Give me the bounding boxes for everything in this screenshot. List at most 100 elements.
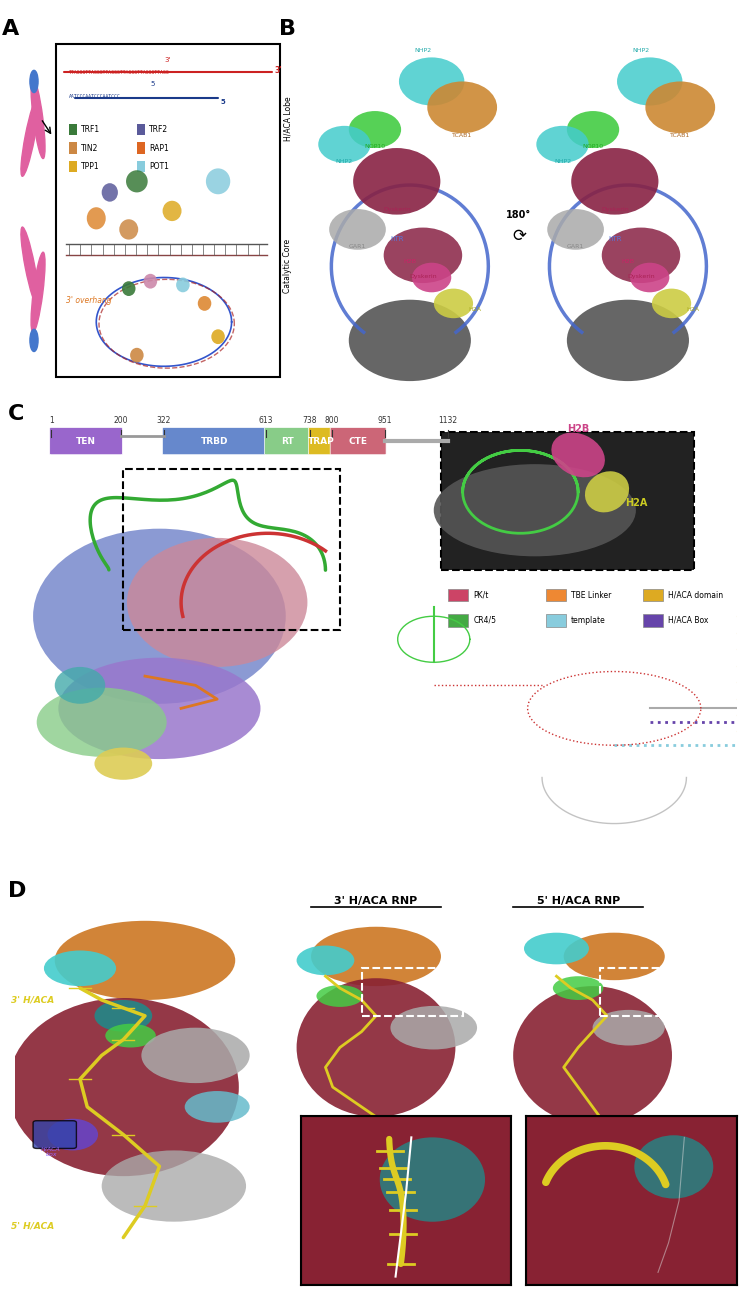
Text: CTE: CTE [349, 436, 368, 445]
Ellipse shape [33, 528, 286, 704]
Text: TCAB1: TCAB1 [452, 132, 472, 138]
Text: H2B: H2B [567, 424, 590, 434]
FancyBboxPatch shape [50, 427, 123, 454]
FancyBboxPatch shape [162, 427, 268, 454]
Text: NOP10: NOP10 [583, 144, 604, 149]
Ellipse shape [59, 658, 260, 759]
Text: TPP1: TPP1 [81, 162, 100, 171]
Text: 200: 200 [114, 415, 129, 424]
Text: 5' H/ACA RNP: 5' H/ACA RNP [536, 896, 620, 906]
Text: H2B: H2B [403, 258, 417, 263]
Ellipse shape [44, 950, 116, 986]
Ellipse shape [206, 169, 230, 195]
Text: 3' H/ACA: 3' H/ACA [11, 996, 55, 1005]
FancyBboxPatch shape [69, 143, 77, 153]
Ellipse shape [567, 300, 689, 382]
Text: Dyskerin: Dyskerin [627, 274, 655, 279]
Ellipse shape [652, 288, 691, 318]
Ellipse shape [645, 82, 715, 134]
Text: 951: 951 [378, 415, 392, 424]
Ellipse shape [30, 70, 38, 92]
FancyBboxPatch shape [441, 432, 693, 570]
Ellipse shape [434, 465, 636, 557]
Text: NHP2: NHP2 [632, 48, 650, 53]
Ellipse shape [95, 748, 152, 780]
Ellipse shape [37, 688, 167, 757]
Text: H/ACA domain: H/ACA domain [669, 591, 723, 600]
Text: RAP1: RAP1 [149, 144, 168, 153]
Ellipse shape [30, 330, 38, 352]
Text: hTR: hTR [608, 235, 622, 241]
Text: 3' overhang: 3' overhang [66, 296, 112, 305]
Text: 5: 5 [150, 82, 155, 87]
Text: TERT: TERT [410, 369, 427, 375]
Text: TRF1: TRF1 [81, 125, 101, 134]
Text: hTR: hTR [390, 235, 404, 241]
Ellipse shape [585, 471, 629, 513]
FancyBboxPatch shape [69, 125, 77, 135]
FancyBboxPatch shape [265, 427, 311, 454]
Text: H/ACA Box: H/ACA Box [669, 615, 708, 624]
Ellipse shape [105, 1024, 156, 1047]
Ellipse shape [390, 1006, 477, 1050]
Ellipse shape [162, 201, 181, 221]
Ellipse shape [102, 183, 118, 201]
Ellipse shape [127, 537, 308, 667]
Text: 1: 1 [49, 415, 53, 424]
Text: GAR1: GAR1 [567, 244, 584, 249]
Text: H/ACA Lobe: H/ACA Lobe [284, 96, 293, 140]
Ellipse shape [185, 1092, 250, 1123]
Text: Dyskerin: Dyskerin [409, 274, 437, 279]
FancyBboxPatch shape [69, 161, 77, 173]
FancyBboxPatch shape [546, 588, 566, 601]
Ellipse shape [31, 252, 45, 332]
Text: Dyskerin: Dyskerin [383, 206, 411, 212]
Ellipse shape [8, 998, 239, 1176]
Ellipse shape [176, 278, 190, 292]
Text: A: A [2, 18, 19, 39]
Text: H/ACA
box: H/ACA box [41, 1146, 61, 1158]
Ellipse shape [553, 976, 603, 999]
Ellipse shape [95, 999, 152, 1032]
Ellipse shape [317, 985, 363, 1007]
Ellipse shape [567, 112, 619, 148]
Text: TCAB1: TCAB1 [670, 132, 690, 138]
Ellipse shape [412, 262, 451, 292]
FancyBboxPatch shape [137, 125, 145, 135]
FancyBboxPatch shape [448, 588, 468, 601]
Ellipse shape [593, 1010, 665, 1045]
FancyBboxPatch shape [643, 588, 663, 601]
Ellipse shape [349, 112, 401, 148]
Text: TBE Linker: TBE Linker [571, 591, 611, 600]
Text: NHP2: NHP2 [336, 158, 353, 164]
Text: POT1: POT1 [149, 162, 169, 171]
FancyBboxPatch shape [56, 44, 280, 378]
Ellipse shape [536, 126, 589, 162]
Text: C: C [8, 404, 24, 424]
Text: NOP10: NOP10 [365, 144, 386, 149]
Ellipse shape [55, 667, 105, 704]
Text: TIN2: TIN2 [81, 144, 99, 153]
Text: AATCCCAATCCCAATCCC: AATCCCAATCCCAATCCC [69, 95, 121, 100]
Text: 1132: 1132 [438, 415, 458, 424]
Ellipse shape [513, 986, 672, 1124]
Ellipse shape [427, 82, 497, 134]
Text: 738: 738 [302, 415, 317, 424]
Text: RT: RT [281, 436, 294, 445]
FancyBboxPatch shape [330, 427, 386, 454]
Ellipse shape [434, 288, 473, 318]
Ellipse shape [617, 57, 683, 105]
Ellipse shape [311, 927, 441, 986]
Text: 180°: 180° [506, 210, 532, 221]
Text: NHP2: NHP2 [554, 158, 571, 164]
FancyBboxPatch shape [137, 143, 145, 153]
Text: TRF2: TRF2 [149, 125, 168, 134]
Text: TRBD: TRBD [201, 436, 229, 445]
Text: 3': 3' [275, 66, 283, 75]
Text: 5: 5 [221, 99, 226, 105]
Ellipse shape [102, 1150, 246, 1221]
Ellipse shape [547, 209, 604, 249]
Ellipse shape [380, 1137, 485, 1221]
Text: template: template [571, 615, 605, 624]
Text: H2A: H2A [687, 306, 700, 312]
